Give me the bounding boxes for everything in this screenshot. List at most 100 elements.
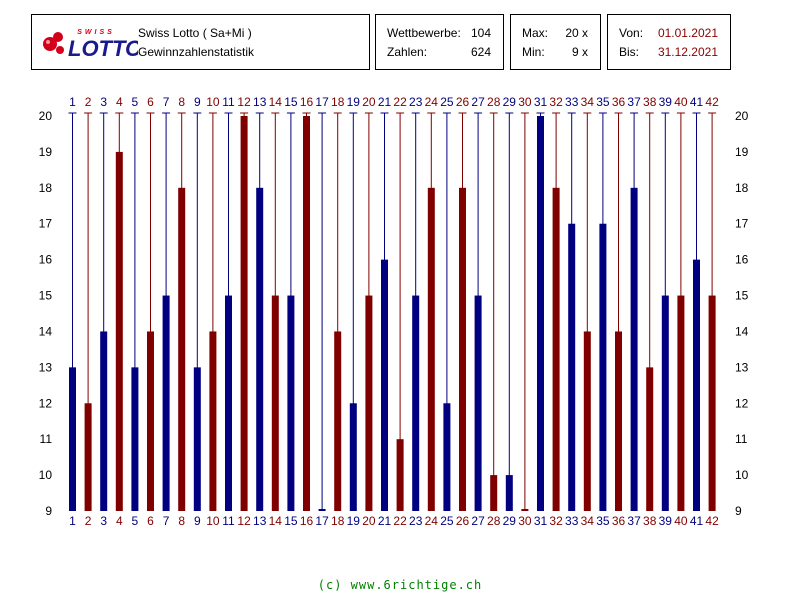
bar-number-31 [537,116,544,511]
top-category-label: 25 [440,95,454,109]
title-panel: SWISS LOTTO Swiss Lotto ( Sa+Mi ) Gewinn… [31,14,370,70]
bottom-category-label: 3 [100,514,107,528]
bottom-category-label: 14 [269,514,283,528]
top-category-label: 14 [269,95,283,109]
min-label: Min: [522,45,545,59]
top-category-label: 17 [315,95,329,109]
bar-number-9 [193,367,201,511]
top-category-label: 23 [409,95,423,109]
y-tick-label-right: 17 [735,217,749,231]
bar-number-40 [677,295,685,511]
bar-number-14 [271,295,279,511]
bottom-category-label: 9 [194,514,201,528]
max-value: 20 x [565,26,588,40]
y-tick-label-left: 10 [39,468,53,482]
top-category-label: 38 [643,95,657,109]
bar-number-26 [459,187,466,511]
top-category-label: 5 [132,95,139,109]
y-tick-label-right: 12 [735,396,749,410]
bottom-category-label: 13 [253,514,267,528]
bottom-category-label: 35 [596,514,610,528]
y-tick-label-left: 19 [39,145,53,159]
bottom-category-label: 20 [362,514,376,528]
bottom-category-label: 38 [643,514,657,528]
bar-number-13 [256,187,264,511]
top-category-label: 35 [596,95,610,109]
bar-number-8 [178,187,186,511]
bar-number-35 [599,223,607,511]
top-category-label: 10 [206,95,220,109]
bottom-category-label: 11 [222,514,235,528]
logo-ball-icon [43,37,57,51]
y-tick-label-left: 12 [39,396,53,410]
bar-number-38 [646,367,654,511]
top-category-label: 33 [565,95,579,109]
frequency-chart: 1122334455667788991010111112121313141415… [39,95,749,528]
bottom-category-label: 5 [132,514,139,528]
logo-ball-icon [56,46,64,54]
bottom-category-label: 25 [440,514,454,528]
y-tick-label-right: 16 [735,253,749,267]
bottom-category-label: 15 [284,514,298,528]
bottom-category-label: 42 [705,514,719,528]
bottom-category-label: 37 [627,514,641,528]
y-tick-label-left: 20 [39,109,53,123]
y-tick-label-left: 11 [40,432,53,446]
wettbewerbe-value: 104 [470,26,491,40]
bar-number-5 [131,367,139,511]
y-tick-label-left: 14 [39,324,53,338]
bar-number-4 [115,151,123,511]
bar-number-15 [287,295,295,511]
bar-number-20 [365,295,373,511]
bottom-category-label: 28 [487,514,501,528]
bottom-category-label: 32 [549,514,563,528]
top-category-label: 3 [100,95,107,109]
max-label: Max: [522,26,549,40]
top-category-label: 4 [116,95,123,109]
bottom-category-label: 12 [237,514,251,528]
top-category-label: 20 [362,95,376,109]
top-category-label: 42 [705,95,719,109]
bottom-category-label: 34 [581,514,595,528]
bar-number-29 [505,475,513,511]
top-category-label: 27 [471,95,485,109]
top-category-label: 13 [253,95,267,109]
y-tick-label-left: 9 [45,504,52,518]
top-category-label: 41 [690,95,704,109]
y-tick-label-right: 14 [735,324,749,338]
bar-number-34 [583,331,591,511]
bar-number-42 [708,295,716,511]
top-category-label: 18 [331,95,345,109]
y-tick-label-right: 9 [735,504,742,518]
bottom-category-label: 18 [331,514,345,528]
top-category-label: 34 [581,95,595,109]
bottom-category-label: 27 [471,514,485,528]
bar-number-24 [427,187,435,511]
bar-number-25 [443,403,451,511]
bar-number-6 [147,331,154,511]
min-value: 9 x [571,45,588,59]
y-tick-label-right: 13 [735,360,749,374]
logo-large-text: LOTTO [68,36,138,59]
bottom-category-label: 17 [315,514,329,528]
bottom-category-label: 10 [206,514,220,528]
top-category-label: 7 [163,95,170,109]
footer-copyright: (c) www.6richtige.ch [317,578,483,592]
y-tick-label-right: 18 [735,181,749,195]
bottom-category-label: 24 [425,514,439,528]
title-text: Swiss Lotto ( Sa+Mi ) [138,26,252,40]
bis-value: 31.12.2021 [657,45,718,59]
bottom-category-label: 31 [534,514,548,528]
bar-number-22 [396,439,404,511]
bar-number-41 [693,259,700,511]
bottom-category-label: 30 [518,514,532,528]
subtitle-text: Gewinnzahlenstatistik [138,45,255,59]
bar-number-1 [69,367,76,511]
bar-number-18 [334,331,342,511]
bottom-category-label: 21 [378,514,392,528]
bottom-category-label: 23 [409,514,423,528]
bar-number-11 [225,295,232,511]
top-category-label: 28 [487,95,501,109]
top-category-label: 22 [393,95,407,109]
top-category-label: 29 [503,95,517,109]
